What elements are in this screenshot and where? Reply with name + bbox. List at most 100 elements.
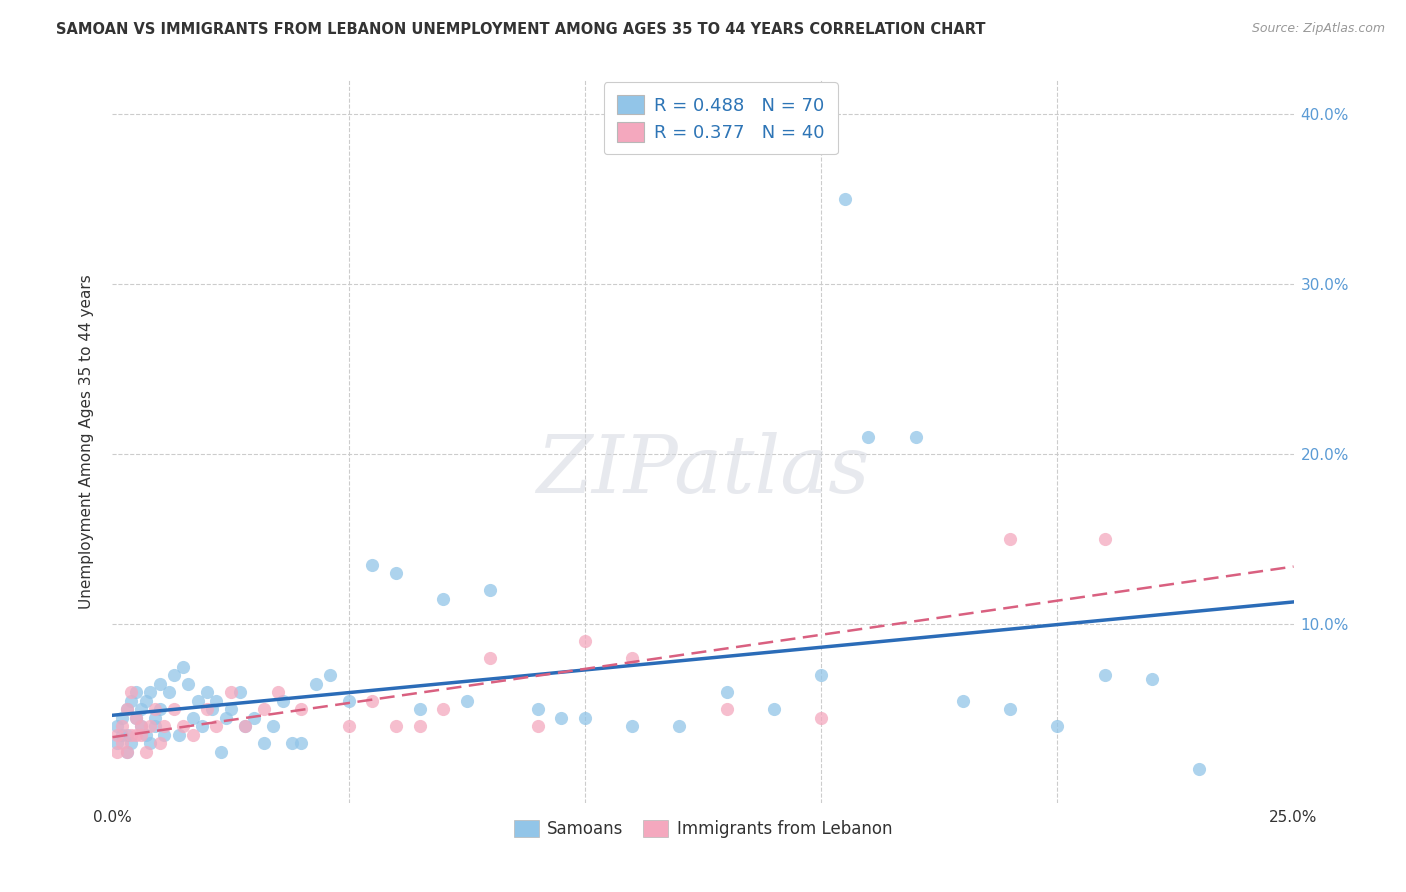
Point xyxy=(281,736,304,750)
Point xyxy=(716,685,738,699)
Point xyxy=(526,719,548,733)
Point xyxy=(243,711,266,725)
Point xyxy=(550,711,572,725)
Point xyxy=(125,711,148,725)
Point xyxy=(177,677,200,691)
Point xyxy=(120,694,142,708)
Point xyxy=(408,702,430,716)
Point xyxy=(361,694,384,708)
Point xyxy=(111,736,134,750)
Point xyxy=(120,728,142,742)
Text: Source: ZipAtlas.com: Source: ZipAtlas.com xyxy=(1251,22,1385,36)
Point xyxy=(105,736,128,750)
Y-axis label: Unemployment Among Ages 35 to 44 years: Unemployment Among Ages 35 to 44 years xyxy=(79,274,94,609)
Point xyxy=(1094,668,1116,682)
Point xyxy=(233,719,256,733)
Point xyxy=(105,745,128,759)
Point xyxy=(139,736,162,750)
Point xyxy=(253,702,276,716)
Point xyxy=(267,685,290,699)
Point xyxy=(115,745,138,759)
Point xyxy=(191,719,214,733)
Point xyxy=(129,702,152,716)
Point xyxy=(716,702,738,716)
Point xyxy=(143,702,166,716)
Point xyxy=(129,728,152,742)
Text: ZIPatlas: ZIPatlas xyxy=(536,432,870,509)
Point xyxy=(337,694,360,708)
Point xyxy=(219,685,242,699)
Point xyxy=(233,719,256,733)
Point xyxy=(408,719,430,733)
Point xyxy=(205,694,228,708)
Point xyxy=(810,711,832,725)
Point xyxy=(479,583,502,598)
Point xyxy=(157,685,180,699)
Point xyxy=(1188,762,1211,776)
Point xyxy=(385,566,408,581)
Point xyxy=(229,685,252,699)
Point xyxy=(139,685,162,699)
Point xyxy=(904,430,927,444)
Point xyxy=(115,702,138,716)
Point xyxy=(125,711,148,725)
Point xyxy=(167,728,190,742)
Point xyxy=(1140,672,1163,686)
Point xyxy=(105,728,128,742)
Text: SAMOAN VS IMMIGRANTS FROM LEBANON UNEMPLOYMENT AMONG AGES 35 TO 44 YEARS CORRELA: SAMOAN VS IMMIGRANTS FROM LEBANON UNEMPL… xyxy=(56,22,986,37)
Point xyxy=(952,694,974,708)
Point xyxy=(120,685,142,699)
Point xyxy=(998,702,1021,716)
Point xyxy=(149,677,172,691)
Point xyxy=(621,719,644,733)
Point xyxy=(574,711,596,725)
Point xyxy=(115,702,138,716)
Point xyxy=(111,719,134,733)
Point xyxy=(143,719,166,733)
Point xyxy=(135,745,157,759)
Point xyxy=(143,711,166,725)
Point xyxy=(1046,719,1069,733)
Point xyxy=(205,719,228,733)
Point xyxy=(129,719,152,733)
Point xyxy=(319,668,342,682)
Point xyxy=(172,719,194,733)
Point xyxy=(574,634,596,648)
Point xyxy=(858,430,880,444)
Point xyxy=(195,702,218,716)
Point xyxy=(271,694,294,708)
Point xyxy=(153,719,176,733)
Point xyxy=(186,694,208,708)
Point xyxy=(125,685,148,699)
Point xyxy=(125,728,148,742)
Point xyxy=(215,711,238,725)
Point xyxy=(195,685,218,699)
Point xyxy=(253,736,276,750)
Point xyxy=(1094,533,1116,547)
Point xyxy=(526,702,548,716)
Point xyxy=(337,719,360,733)
Point xyxy=(153,728,176,742)
Point xyxy=(115,728,138,742)
Point xyxy=(479,651,502,665)
Point xyxy=(262,719,284,733)
Point xyxy=(304,677,326,691)
Point xyxy=(290,702,312,716)
Point xyxy=(762,702,785,716)
Point xyxy=(209,745,232,759)
Legend: Samoans, Immigrants from Lebanon: Samoans, Immigrants from Lebanon xyxy=(508,814,898,845)
Point xyxy=(111,711,134,725)
Point xyxy=(139,719,162,733)
Point xyxy=(456,694,478,708)
Point xyxy=(432,702,454,716)
Point xyxy=(219,702,242,716)
Point xyxy=(181,711,204,725)
Point xyxy=(120,736,142,750)
Point xyxy=(361,558,384,572)
Point xyxy=(385,719,408,733)
Point xyxy=(668,719,690,733)
Point xyxy=(998,533,1021,547)
Point xyxy=(111,728,134,742)
Point xyxy=(172,660,194,674)
Point xyxy=(201,702,224,716)
